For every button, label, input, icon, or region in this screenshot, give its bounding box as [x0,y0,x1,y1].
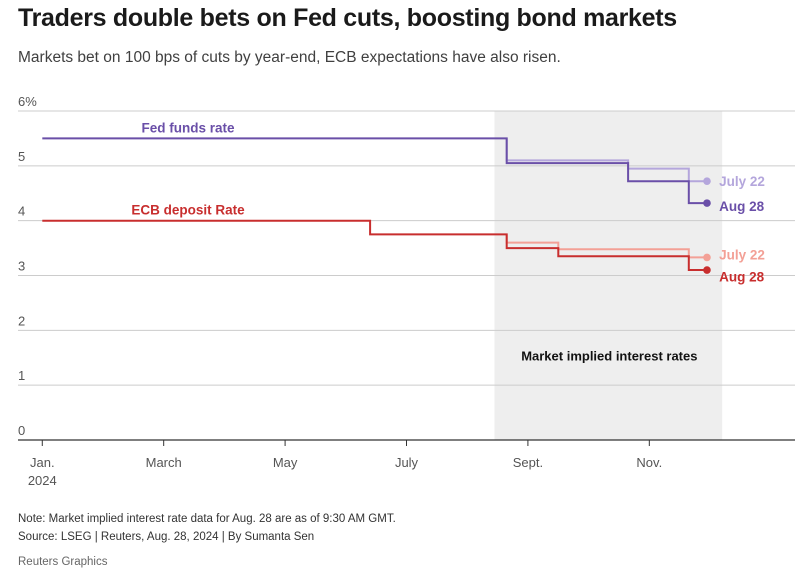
x-tick-label: July [395,455,419,470]
y-tick-label: 3 [18,259,25,274]
x-tick-label: May [273,455,298,470]
series-label: Aug 28 [719,199,765,214]
end-point-dot [703,199,711,207]
x-tick-label: Nov. [636,455,662,470]
x-tick-sublabel: 2024 [28,473,57,488]
chart-title: Traders double bets on Fed cuts, boostin… [18,4,677,32]
y-tick-label: 4 [18,204,25,219]
x-tick-label: Jan. [30,455,55,470]
chart-subtitle: Markets bet on 100 bps of cuts by year-e… [18,49,561,66]
footnote: Note: Market implied interest rate data … [18,513,396,525]
series-label: Aug 28 [719,270,765,285]
region-label: Market implied interest rates [521,348,697,363]
y-tick-label: 0 [18,423,25,438]
y-tick-label: 2 [18,313,25,328]
end-point-dot [703,253,711,262]
series-line-fed-funds-rate [42,137,707,205]
end-point-dot [703,177,711,185]
series-line-ecb-deposit-rate [42,219,707,271]
series-label: July 22 [719,248,765,263]
y-tick-label: 6% [18,94,37,109]
series-label: July 22 [719,174,765,189]
end-point-dot [703,266,711,274]
series-label: ECB deposit Rate [131,203,245,218]
x-tick-label: March [146,455,182,470]
source-line: Source: LSEG | Reuters, Aug. 28, 2024 | … [18,531,315,543]
y-tick-label: 1 [18,368,25,383]
x-tick-label: Sept. [513,455,543,470]
brand-credit: Reuters Graphics [18,556,108,568]
series-label: Fed funds rate [141,120,235,135]
y-tick-label: 5 [18,149,25,164]
rates-step-chart: 0 1 2 3 4 5 6% Jan. 2024 March May July Sept. Nov. Mar… [18,94,795,488]
